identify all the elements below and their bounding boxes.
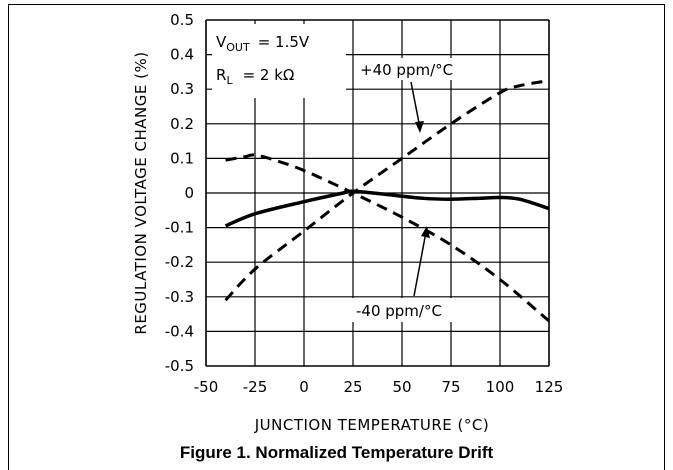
annotation-plus40-label: +40 ppm/°C	[360, 61, 453, 79]
x-tick-label: -50	[194, 378, 219, 396]
y-tick-label: 0.4	[170, 46, 194, 64]
y-tick-label: -0.3	[165, 288, 194, 306]
arrowhead	[415, 121, 424, 133]
y-tick-label: -0.1	[165, 219, 194, 237]
temperature-drift-chart: -50 -25 0 25 50 75 100 125 0.5 0.4 0.3 0.2 0.1 0 -0.1 -…	[132, 11, 564, 434]
annotation-minus40: -40 ppm/°C	[352, 226, 468, 322]
x-tick-label: 75	[441, 378, 460, 396]
vout-label: VOUT = 1.5V	[216, 33, 310, 54]
y-tick-label: -0.4	[165, 322, 194, 340]
x-axis-title: JUNCTION TEMPERATURE (°C)	[254, 416, 489, 434]
x-tick-label: 100	[486, 378, 515, 396]
x-tick-label: 0	[299, 378, 309, 396]
y-axis-title: REGULATION VOLTAGE CHANGE (%)	[132, 51, 150, 334]
tick-labels: -50 -25 0 25 50 75 100 125 0.5 0.4 0.3 0.2 0.1 0 -0.1 -…	[165, 11, 564, 396]
figure-caption: Figure 1. Normalized Temperature Drift	[179, 443, 494, 462]
x-tick-label: 125	[535, 378, 564, 396]
y-tick-label: -0.2	[165, 253, 194, 271]
y-tick-label: 0.3	[170, 80, 194, 98]
y-tick-label: 0.2	[170, 115, 194, 133]
y-tick-label: 0.5	[170, 11, 194, 29]
y-tick-label: 0	[184, 184, 194, 202]
series-line-0	[224, 79, 550, 302]
series-line-1	[225, 153, 550, 323]
x-tick-label: -25	[243, 378, 268, 396]
annotation-plus40: +40 ppm/°C	[356, 58, 472, 133]
figure-frame	[8, 4, 665, 470]
annotation-minus40-label: -40 ppm/°C	[356, 302, 442, 320]
arrowhead	[421, 226, 430, 238]
y-tick-label: -0.5	[165, 357, 194, 375]
x-tick-label: 25	[343, 378, 362, 396]
y-tick-label: 0.1	[170, 149, 194, 167]
x-tick-label: 50	[392, 378, 411, 396]
series-line-2	[224, 189, 550, 228]
conditions-box: VOUT = 1.5V RL = 2 kΩ	[212, 24, 346, 98]
rl-label: RL = 2 kΩ	[216, 66, 294, 87]
series-group	[224, 79, 550, 323]
